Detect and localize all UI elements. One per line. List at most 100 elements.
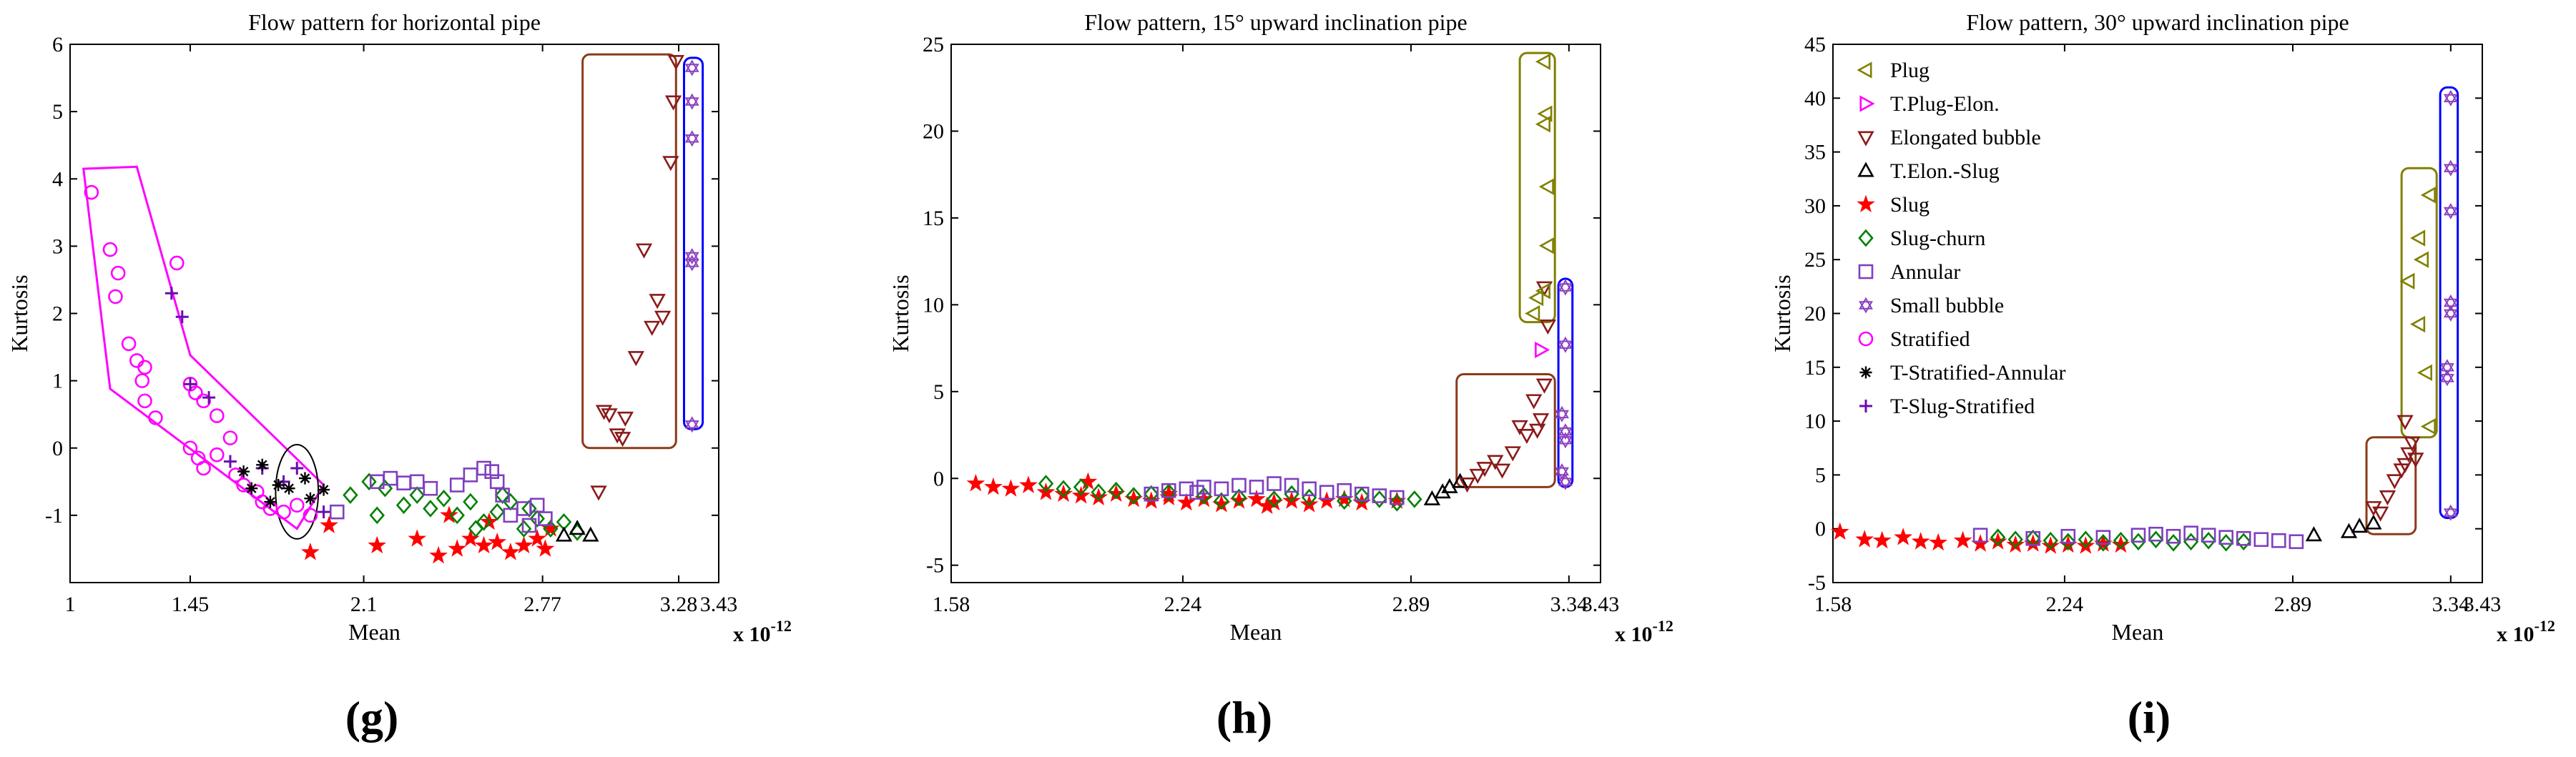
point-slugchurn bbox=[2148, 530, 2164, 549]
point-annular bbox=[503, 508, 518, 523]
point-elongated bbox=[1532, 413, 1550, 429]
point-slugchurn bbox=[1354, 487, 1370, 505]
chart-title: Flow pattern for horizontal pipe bbox=[248, 9, 541, 35]
y-tick-label: 25 bbox=[923, 33, 944, 56]
point-slug bbox=[301, 543, 320, 560]
legend-label-telon: T.Elon.-Slug bbox=[1890, 159, 2000, 183]
point-slugchurn bbox=[2183, 533, 2199, 551]
x-tick-label: 1.45 bbox=[172, 593, 210, 616]
x-exponent-power: -12 bbox=[1653, 617, 1673, 635]
point-slug bbox=[514, 535, 534, 554]
point-annular bbox=[449, 478, 465, 493]
point-slugchurn bbox=[449, 506, 465, 525]
point-small bbox=[1558, 473, 1573, 490]
point-stratified bbox=[169, 255, 185, 271]
point-slugchurn bbox=[2218, 533, 2234, 552]
legend-label-stratified: Stratified bbox=[1890, 327, 1970, 351]
point-annular bbox=[1372, 488, 1387, 503]
y-tick-label: 1 bbox=[52, 370, 63, 393]
point-tstrat bbox=[298, 472, 312, 485]
point-slug bbox=[1894, 528, 1913, 545]
x-tick-label: 2.24 bbox=[2046, 593, 2084, 616]
point-elongated bbox=[2396, 415, 2414, 430]
point-elongated bbox=[2404, 436, 2421, 452]
point-plug bbox=[1535, 53, 1550, 70]
point-plug bbox=[2410, 315, 2426, 333]
legend-marker-tslug bbox=[1859, 400, 1872, 412]
point-slug bbox=[1078, 472, 1098, 490]
point-slugchurn bbox=[1389, 493, 1405, 512]
point-slugchurn bbox=[529, 510, 545, 528]
legend-label-tplug: T.Plug-Elon. bbox=[1890, 92, 2000, 116]
point-annular bbox=[2165, 528, 2181, 544]
point-stratified bbox=[134, 373, 150, 388]
point-telon bbox=[2351, 518, 2368, 533]
point-tslug bbox=[164, 287, 178, 300]
point-stratified bbox=[236, 478, 251, 493]
point-stratified bbox=[182, 440, 198, 456]
point-elongated bbox=[616, 411, 634, 427]
point-elongated bbox=[2386, 474, 2403, 490]
point-plug bbox=[1525, 305, 1540, 322]
point-slugchurn bbox=[1161, 483, 1177, 502]
point-slugchurn bbox=[2095, 533, 2111, 552]
point-slug bbox=[1176, 493, 1196, 511]
point-annular bbox=[396, 475, 411, 490]
point-slugchurn bbox=[1144, 485, 1159, 503]
point-small bbox=[2443, 159, 2458, 177]
point-slug bbox=[536, 539, 555, 557]
cluster-box bbox=[2439, 86, 2459, 520]
y-tick-label: -1 bbox=[45, 504, 63, 528]
point-slugchurn bbox=[1126, 487, 1141, 505]
y-axis-label: Kurtosis bbox=[6, 274, 32, 352]
point-annular bbox=[2130, 528, 2146, 543]
point-tstrat bbox=[282, 482, 295, 495]
point-elongated bbox=[1504, 446, 1521, 462]
y-tick-label: 20 bbox=[1804, 302, 1826, 326]
point-stratified bbox=[148, 410, 163, 425]
point-elongated bbox=[1525, 394, 1543, 410]
point-tstrat bbox=[304, 492, 317, 505]
point-annular bbox=[1267, 476, 1282, 491]
legend: Plug T.Plug-Elon. Elongated bubble T.Elon.-… bbox=[1857, 59, 2066, 418]
legend-label-plug: Plug bbox=[1890, 59, 1929, 82]
point-stratified bbox=[303, 508, 318, 523]
point-slugchurn bbox=[2042, 531, 2059, 550]
point-slug bbox=[474, 535, 493, 554]
x-tick-label: 2.89 bbox=[1392, 593, 1430, 616]
legend-marker-slug bbox=[1857, 194, 1875, 212]
chart-title: Flow pattern, 15° upward inclination pip… bbox=[1084, 9, 1467, 35]
point-small bbox=[684, 93, 699, 110]
y-tick-label: 40 bbox=[1804, 86, 1826, 110]
chart-title: Flow pattern, 30° upward inclination pip… bbox=[1966, 9, 2349, 35]
point-annular bbox=[476, 460, 491, 476]
cluster-box bbox=[1518, 51, 1556, 324]
point-tslug bbox=[183, 377, 197, 391]
point-slugchurn bbox=[1038, 475, 1054, 493]
point-tplug bbox=[1535, 341, 1550, 359]
legend-marker-plug bbox=[1857, 61, 1872, 79]
point-elongated bbox=[614, 432, 631, 447]
legend-marker-elongated bbox=[1857, 131, 1874, 147]
point-slug bbox=[1911, 532, 1930, 550]
point-elongated bbox=[644, 320, 661, 336]
point-small bbox=[2443, 203, 2458, 219]
legend-marker-small bbox=[1859, 297, 1873, 314]
point-slugchurn bbox=[1336, 492, 1352, 510]
legend-marker-tstrat bbox=[1859, 366, 1872, 379]
point-tstrat bbox=[264, 495, 277, 508]
x-tick-label: 2.89 bbox=[2274, 593, 2312, 616]
x-exponent-label: x 10-12 bbox=[733, 617, 792, 646]
point-elongated bbox=[2379, 490, 2396, 506]
axes-frame bbox=[69, 44, 719, 583]
point-plug bbox=[1538, 237, 1554, 254]
point-slugchurn bbox=[1214, 492, 1229, 510]
point-elongated bbox=[1476, 462, 1493, 478]
legend-label-slug: Slug bbox=[1890, 193, 1929, 217]
point-stratified bbox=[121, 336, 137, 352]
point-tstrat bbox=[245, 482, 258, 495]
point-annular bbox=[1161, 483, 1176, 498]
point-slugchurn bbox=[2060, 533, 2076, 551]
point-slugchurn bbox=[1108, 481, 1124, 500]
point-slug bbox=[1872, 530, 1892, 549]
